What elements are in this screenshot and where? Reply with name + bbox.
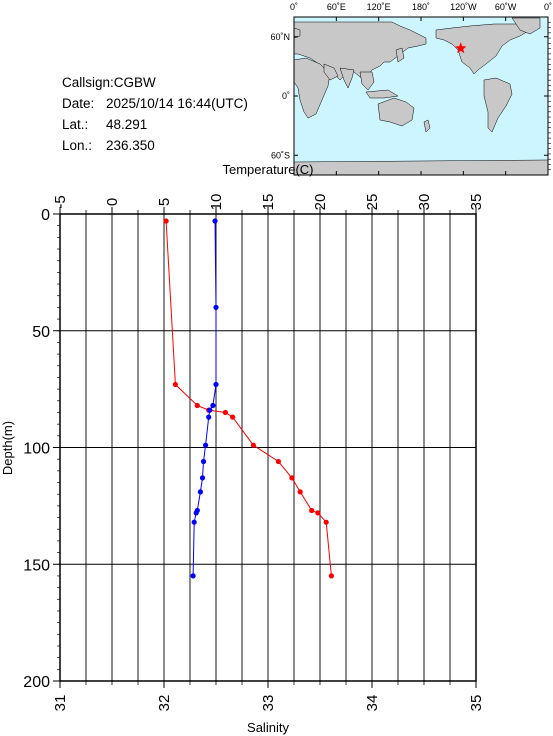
land-indochina xyxy=(359,71,375,91)
salinity-point xyxy=(213,381,219,388)
temperature-tick-label: 15 xyxy=(260,194,277,211)
lon-row: Lon.: 236.350 xyxy=(62,135,248,156)
date-row: Date: 2025/10/14 16:44(UTC) xyxy=(62,93,248,114)
station-info: Callsign:CGBW Date: 2025/10/14 16:44(UTC)… xyxy=(62,72,248,156)
chart-series xyxy=(163,218,334,579)
salinity-line xyxy=(192,220,217,576)
salinity-point xyxy=(207,407,213,413)
lat-row: Lat.: 48.291 xyxy=(62,114,248,135)
salinity-tick-label: 33 xyxy=(260,695,277,712)
plot-frame xyxy=(59,213,477,682)
temperature-tick-label: 10 xyxy=(208,194,225,211)
salinity-point xyxy=(197,489,203,495)
salinity-tick-label: 31 xyxy=(52,695,69,712)
temperature-tick-label: 35 xyxy=(468,194,485,211)
map-lat-tick-label: 60˚S xyxy=(271,150,290,160)
temperature-tick-label: 25 xyxy=(364,194,381,211)
land-indonesia xyxy=(365,89,399,99)
land-africa xyxy=(293,57,331,119)
land-north-america xyxy=(435,23,531,75)
temperature-point xyxy=(250,442,256,448)
land-australia xyxy=(377,97,415,127)
map-lon-tick-label: 120˚E xyxy=(367,2,391,12)
temperature-tick-label: -5 xyxy=(52,195,69,208)
land-nz xyxy=(423,119,431,133)
temperature-point xyxy=(289,475,295,481)
depth-tick-label: 0 xyxy=(41,207,50,224)
salinity-tick-label: 35 xyxy=(468,695,485,712)
map-lon-tick-label: 0˚ xyxy=(544,2,552,12)
salinity-point xyxy=(212,218,218,224)
lat-label: Lat.: xyxy=(62,117,89,132)
salinity-series xyxy=(190,218,219,579)
temperature-point xyxy=(328,573,334,579)
depth-axis-label: Depth(m) xyxy=(0,421,15,475)
land-india xyxy=(339,67,355,89)
lon-value: 236.350 xyxy=(106,138,155,153)
temperature-tick-label: 0 xyxy=(104,198,121,206)
date-value: 2025/10/14 16:44(UTC) xyxy=(106,96,248,111)
salinity-point xyxy=(199,475,206,481)
temperature-point xyxy=(206,407,212,413)
salinity-tick-label: 32 xyxy=(156,695,173,712)
land-japan xyxy=(395,47,405,63)
land-arabia xyxy=(323,63,339,81)
temperature-point xyxy=(163,218,169,224)
star-icon xyxy=(454,42,467,54)
salinity-point xyxy=(210,402,216,409)
map-lat-tick-label: 60˚N xyxy=(270,32,290,42)
temperature-point xyxy=(315,510,321,516)
salinity-point xyxy=(194,507,200,514)
map-lon-tick-label: 60˚E xyxy=(327,2,346,12)
salinity-point xyxy=(200,458,207,465)
temperature-point xyxy=(172,381,178,388)
map-land xyxy=(293,17,549,176)
temperature-point xyxy=(194,402,200,409)
chart-grid xyxy=(59,213,477,682)
temperature-point xyxy=(230,414,236,420)
map-lat-tick-label: 0˚ xyxy=(282,91,290,101)
temperature-point xyxy=(222,409,228,416)
salinity-point xyxy=(191,519,197,525)
salinity-point xyxy=(203,442,209,448)
temperature-point xyxy=(323,519,329,525)
map-lon-tick-label: 0˚ xyxy=(290,2,298,12)
temperature-point xyxy=(309,507,315,514)
temperature-point xyxy=(297,489,303,495)
land-south-america xyxy=(483,77,513,133)
salinity-point xyxy=(190,573,196,579)
date-label: Date: xyxy=(62,96,95,111)
salinity-point xyxy=(213,304,219,310)
salinity-point xyxy=(206,414,212,420)
temperature-tick-label: 5 xyxy=(156,198,173,206)
location-map: 0˚ 60˚E 120˚E 180˚ 120˚W 60˚W 0˚ 60˚N 0˚ 60˚S xyxy=(270,2,552,176)
map-lon-ticks: 0˚ 60˚E 120˚E 180˚ 120˚W 60˚W 0˚ xyxy=(290,2,552,175)
land-greenland xyxy=(511,17,541,35)
depth-tick-label: 100 xyxy=(23,441,50,458)
salinity-tick-label: 34 xyxy=(364,695,381,712)
temperature-tick-label: 30 xyxy=(416,194,433,211)
temperature-tick-label: 20 xyxy=(312,194,329,211)
map-lat-ticks: 60˚N 0˚ 60˚S xyxy=(270,21,551,171)
depth-tick-label: 50 xyxy=(32,324,50,341)
lon-label: Lon.: xyxy=(62,138,93,153)
map-lon-tick-label: 180˚ xyxy=(412,2,430,12)
depth-tick-label: 150 xyxy=(23,557,50,574)
depth-tick-label: 200 xyxy=(23,674,50,691)
salinity-axis-label: Salinity xyxy=(247,720,289,735)
temperature-point xyxy=(275,458,281,465)
map-lon-tick-label: 120˚W xyxy=(450,2,477,12)
lat-value: 48.291 xyxy=(106,117,148,132)
temperature-series xyxy=(163,218,334,579)
salinity-point xyxy=(193,510,199,516)
station-marker xyxy=(454,42,467,54)
temperature-line xyxy=(165,220,332,576)
callsign-label: Callsign: xyxy=(62,75,114,90)
callsign-row: Callsign:CGBW xyxy=(62,72,248,93)
map-lon-tick-label: 60˚W xyxy=(495,2,517,12)
callsign-value: CGBW xyxy=(113,75,156,90)
